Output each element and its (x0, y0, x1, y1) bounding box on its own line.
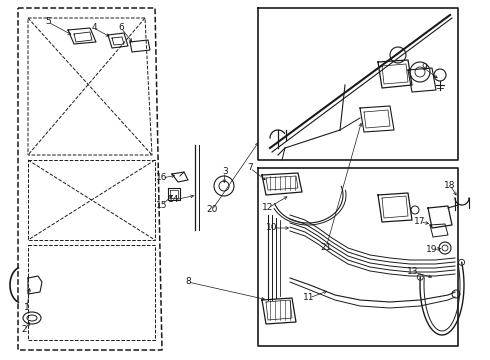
Text: 10: 10 (266, 224, 278, 233)
Text: 4: 4 (91, 23, 97, 32)
Text: 19: 19 (426, 246, 438, 255)
Text: 7: 7 (247, 163, 253, 172)
Text: 1: 1 (24, 303, 30, 312)
Text: 9: 9 (421, 63, 427, 72)
Text: 17: 17 (414, 217, 426, 226)
Text: 12: 12 (262, 203, 274, 212)
Text: 2: 2 (21, 325, 27, 334)
Text: 3: 3 (222, 167, 228, 176)
Text: 5: 5 (45, 18, 51, 27)
Text: 18: 18 (444, 180, 456, 189)
Text: 13: 13 (407, 267, 419, 276)
Text: 21: 21 (320, 243, 332, 252)
Text: 11: 11 (303, 293, 315, 302)
Text: 14: 14 (168, 195, 180, 204)
Text: 6: 6 (118, 23, 124, 32)
Text: 20: 20 (206, 206, 218, 215)
Text: 16: 16 (156, 174, 168, 183)
Text: 15: 15 (156, 201, 168, 210)
Text: 8: 8 (185, 278, 191, 287)
